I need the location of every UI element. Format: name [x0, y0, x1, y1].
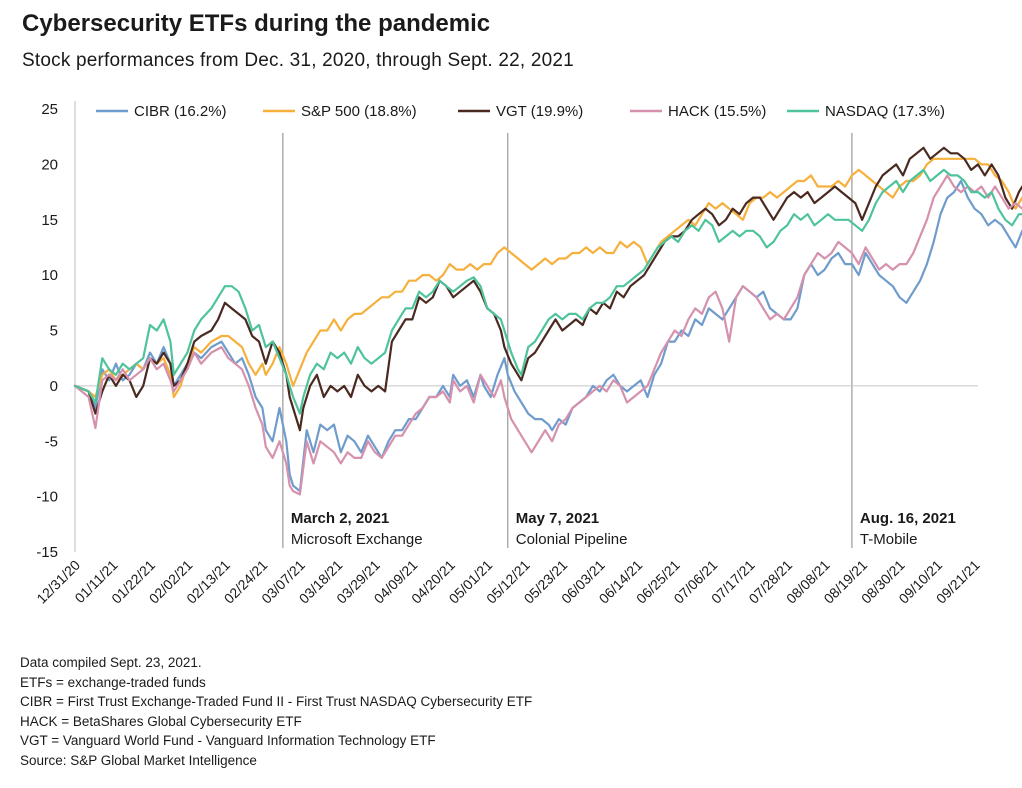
- annotation-date: March 2, 2021: [291, 510, 389, 527]
- footnotes: Data compiled Sept. 23, 2021. ETFs = exc…: [20, 653, 532, 770]
- note-vgt-definition: VGT = Vanguard World Fund - Vanguard Inf…: [20, 733, 436, 748]
- legend-label: VGT (19.9%): [496, 103, 583, 120]
- y-tick-label: -10: [36, 489, 58, 506]
- note-compiled: Data compiled Sept. 23, 2021.: [20, 655, 202, 670]
- y-tick-label: 15: [41, 212, 58, 229]
- series-line-hack: [73, 174, 1022, 496]
- y-tick-label: 10: [41, 267, 58, 284]
- annotation-date: Aug. 16, 2021: [860, 510, 956, 527]
- annotation-event: Colonial Pipeline: [516, 531, 628, 548]
- annotation-event: Microsoft Exchange: [291, 531, 423, 548]
- chart-title: Cybersecurity ETFs during the pandemic: [22, 10, 491, 37]
- annotation-event: T-Mobile: [860, 531, 918, 548]
- annotation-layer: March 2, 2021 Microsoft Exchange May 7, 20…: [282, 133, 956, 548]
- y-tick-label: 25: [41, 101, 58, 118]
- y-tick-label: 0: [50, 378, 58, 395]
- series-line-nasdaq: [73, 168, 1022, 415]
- series-line-s-p-500: [73, 157, 1022, 399]
- note-cibr-definition: CIBR = First Trust Exchange-Traded Fund …: [20, 694, 533, 709]
- y-tick-label: 5: [50, 323, 58, 340]
- chart-subtitle: Stock performances from Dec. 31, 2020, t…: [22, 50, 574, 71]
- series-layer: [73, 146, 1022, 496]
- legend-label: CIBR (16.2%): [134, 103, 227, 120]
- legend-label: S&P 500 (18.8%): [301, 103, 417, 120]
- line-chart: March 2, 2021 Microsoft Exchange May 7, 20…: [33, 101, 1022, 607]
- note-source: Source: S&P Global Market Intelligence: [20, 752, 257, 768]
- note-hack-definition: HACK = BetaShares Global Cybersecurity E…: [20, 713, 302, 729]
- series-line-vgt: [73, 146, 1022, 432]
- y-tick-label: -5: [45, 433, 58, 450]
- series-line-cibr: [73, 179, 1022, 493]
- legend: CIBR (16.2%) S&P 500 (18.8%) VGT (19.9%) HA…: [96, 103, 945, 120]
- legend-label: NASDAQ (17.3%): [825, 103, 945, 120]
- note-etf-definition: ETFs = exchange-traded funds: [20, 674, 206, 690]
- y-tick-label: -15: [36, 544, 58, 561]
- y-tick-label: 20: [41, 156, 58, 173]
- annotation-date: May 7, 2021: [516, 510, 599, 527]
- legend-label: HACK (15.5%): [668, 103, 766, 120]
